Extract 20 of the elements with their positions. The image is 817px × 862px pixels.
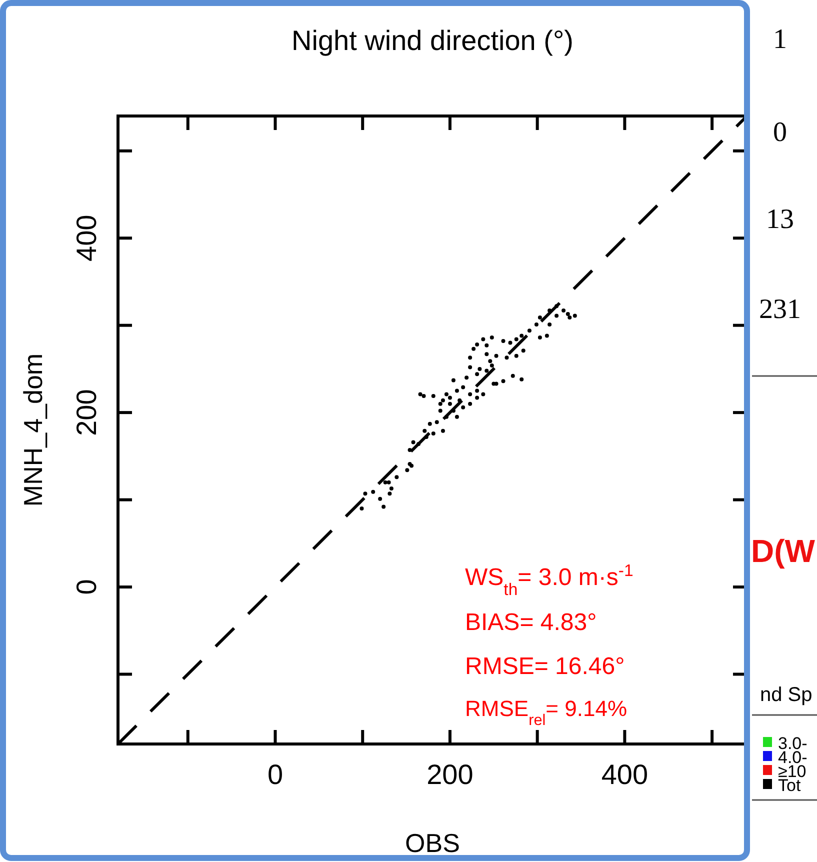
annotation: WS$_{th}$= 3.0 m·s$^{-1}$ [465,560,634,598]
annotation: RMSE= 16.46° [465,653,625,680]
annotation: BIAS= 4.83° [465,609,597,636]
text: 1 [773,24,787,55]
x-axis-title: OBS [405,828,460,858]
x-tick-label: 200 [426,759,474,790]
x-tick-label: 400 [601,759,648,790]
text: D(W [751,533,816,569]
chart-title: Night wind direction (°) [292,25,574,56]
text: nd Sp [760,684,812,706]
x-tick-label: 0 [267,759,284,790]
y-tick-label: 0 [71,579,102,595]
annotation: RMSE$_{rel}$= 9.14% [465,696,628,728]
y-tick-label: 400 [71,214,102,262]
text: 13 [766,204,794,235]
text: 0 [773,117,787,148]
y-axis-title: MNH_4_dom [18,353,48,507]
text: Tot [778,776,801,795]
text: 231 [759,294,801,325]
y-tick-label: 200 [71,389,102,436]
